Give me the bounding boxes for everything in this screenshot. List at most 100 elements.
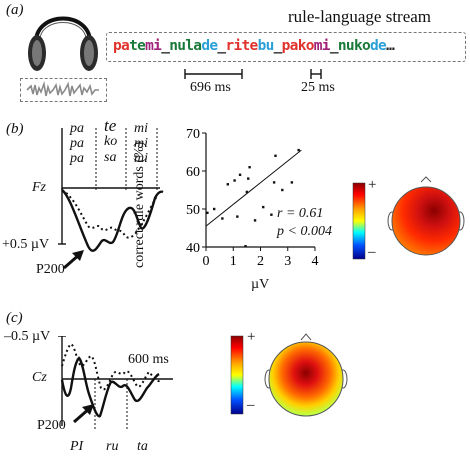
stream-syllable: de <box>201 38 218 54</box>
syllable: pa <box>70 151 84 166</box>
scatter-point <box>290 181 294 184</box>
syllable: sa <box>104 150 117 165</box>
channel-cz-label: Cz <box>32 370 47 385</box>
audio-waveform <box>26 80 99 97</box>
stream-syllable: _ <box>161 38 170 54</box>
stream-box: patemi_nulade_ritebu_pakomi_nukode… <box>106 32 466 62</box>
stream-syllable: nu <box>169 38 186 54</box>
x-tick-label: 0 <box>203 254 210 269</box>
amplitude-label-c: –0.5 µV <box>4 329 51 344</box>
stream-syllable: bu <box>257 38 275 54</box>
erp-waveform-fz <box>58 128 164 252</box>
syllable-column-1: pa pa pa <box>70 121 84 166</box>
arrow-icon <box>63 250 84 270</box>
stream-syllable: pa <box>281 38 299 54</box>
scatter-plot: 40 50 60 70 0 1 2 3 4 <box>186 127 319 269</box>
scale-short-label: 25 ms <box>301 80 335 95</box>
colorbar-b-minus: – <box>368 244 376 260</box>
syllable: pa <box>70 136 84 151</box>
stream-syllable: te <box>241 38 259 54</box>
stream-syllable: _ <box>217 38 226 54</box>
x-tick-label: 1 <box>230 254 237 269</box>
stream-syllable: mi <box>145 38 162 54</box>
scatter-axes: 40 50 60 70 0 1 2 3 4 <box>186 127 319 269</box>
regression-line <box>205 149 302 227</box>
scatter-point <box>281 188 284 192</box>
scatter-point <box>221 217 224 220</box>
scatter-marks <box>205 148 302 248</box>
syllable: mi <box>134 136 148 151</box>
scalp-map-b <box>387 176 465 256</box>
syllable-c-1: PI <box>70 439 84 454</box>
amplitude-label-b: +0.5 µV <box>2 237 50 252</box>
channel-fz-label: Fz <box>32 180 46 195</box>
x-tick-label: 4 <box>312 254 319 269</box>
colorbar-b-plus: + <box>368 177 377 193</box>
scatter-point <box>247 177 250 180</box>
stream-syllable: ri <box>225 38 242 54</box>
stream-syllable: _ <box>329 38 339 54</box>
colorbar-c-plus: + <box>247 329 256 345</box>
scatter-point <box>236 215 239 218</box>
stat-r: r = 0.61 <box>277 206 324 221</box>
stream-title: rule-language stream <box>288 7 432 26</box>
stream-syllable: mi <box>313 38 331 54</box>
scatter-point <box>206 211 209 214</box>
scatter-point <box>297 148 300 152</box>
headphones-icon <box>28 16 98 71</box>
x-tick-label: 2 <box>257 254 264 269</box>
time-mark-label: 600 ms <box>128 352 169 367</box>
scatter-point <box>244 245 247 248</box>
stream-syllable: nu <box>337 38 355 54</box>
syllable: ko <box>104 134 118 149</box>
syllable: mi <box>134 121 148 136</box>
erp-waveform-cz <box>58 336 173 431</box>
scatter-ylabel: correct rule words (%) <box>132 141 147 268</box>
scatter-point <box>274 154 277 157</box>
arrow-icon <box>73 404 94 424</box>
stream-syllable: ko <box>297 38 315 54</box>
stream-syllable: ko <box>353 38 371 54</box>
scatter-point <box>253 219 257 222</box>
time-scale-bars <box>184 69 322 79</box>
y-tick-label: 70 <box>186 127 200 142</box>
audio-waveform-box <box>20 78 107 102</box>
p200-label-b: P200 <box>36 262 65 277</box>
scatter-point <box>212 207 216 211</box>
stream-syllable: _ <box>273 38 283 54</box>
y-tick-label: 60 <box>186 165 200 180</box>
panel-b-label: (b) <box>6 121 24 137</box>
y-tick-label: 40 <box>186 241 200 256</box>
x-tick-label: 3 <box>284 254 291 269</box>
colorbar-b <box>352 182 366 260</box>
scatter-point <box>248 166 251 169</box>
stat-p: p < 0.004 <box>277 224 332 239</box>
colorbar-c-minus: – <box>247 397 255 413</box>
y-tick-label: 50 <box>186 203 200 218</box>
syllable: pa <box>70 121 84 136</box>
syllable-column-2: te ko sa <box>104 116 118 166</box>
syllable-column-3: mi mi mi <box>134 121 148 166</box>
scatter-point <box>262 205 265 209</box>
syllable-c-2: ru <box>106 439 119 454</box>
stream-syllable: te <box>129 38 146 54</box>
panel-c-label: (c) <box>6 310 23 326</box>
syllable-c-3: ta <box>137 439 148 454</box>
syllable: mi <box>134 151 148 166</box>
stream-syllable: pa <box>113 38 130 54</box>
scatter-xlabel: µV <box>251 277 270 292</box>
panel-a-label: (a) <box>6 2 24 18</box>
stream-syllable: la <box>185 38 202 54</box>
stream-syllable: … <box>386 38 395 54</box>
scale-long-label: 696 ms <box>190 80 231 95</box>
scatter-point <box>245 190 249 194</box>
colorbar-c <box>230 335 244 415</box>
scatter-point <box>238 173 242 176</box>
scatter-point <box>226 183 229 186</box>
syllable: te <box>104 116 117 135</box>
p200-label-c: P200 <box>37 418 66 433</box>
scatter-point <box>272 181 276 184</box>
stream-syllable: de <box>370 38 387 54</box>
scalp-map-c <box>264 333 348 417</box>
